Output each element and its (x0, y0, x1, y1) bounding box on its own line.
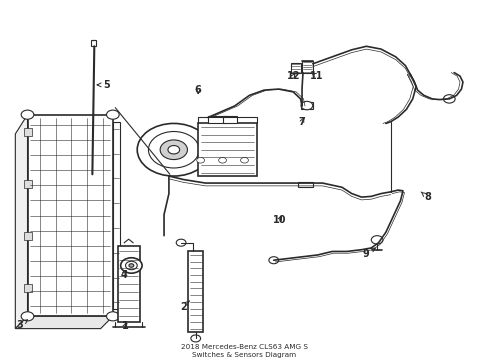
Text: 8: 8 (420, 192, 430, 202)
Circle shape (196, 157, 204, 163)
Circle shape (121, 258, 142, 273)
Text: 4: 4 (120, 270, 127, 280)
Circle shape (129, 264, 134, 267)
Text: 12: 12 (286, 71, 300, 81)
Bar (222, 116, 237, 123)
Text: 2018 Mercedes-Benz CLS63 AMG S
Switches & Sensors Diagram: 2018 Mercedes-Benz CLS63 AMG S Switches … (181, 344, 307, 358)
Circle shape (160, 140, 187, 159)
Circle shape (106, 312, 119, 321)
Circle shape (125, 261, 137, 270)
Bar (207, 116, 227, 123)
Circle shape (443, 95, 454, 103)
Bar (300, 102, 312, 109)
Circle shape (137, 123, 210, 176)
Circle shape (240, 157, 248, 163)
Text: 11: 11 (309, 71, 323, 81)
Text: 2: 2 (180, 301, 189, 311)
Polygon shape (15, 115, 27, 329)
Text: 9: 9 (361, 248, 374, 259)
Bar (23, 180, 32, 188)
Bar (113, 122, 120, 309)
Bar (118, 246, 140, 321)
Circle shape (106, 110, 119, 119)
Text: 5: 5 (97, 80, 110, 90)
Text: 1: 1 (122, 321, 128, 331)
Circle shape (370, 236, 382, 244)
Bar (23, 128, 32, 136)
Polygon shape (15, 316, 113, 329)
Circle shape (21, 312, 34, 321)
Bar (188, 251, 203, 332)
Circle shape (190, 335, 200, 342)
Bar (290, 63, 300, 73)
Bar (23, 232, 32, 240)
Text: 7: 7 (298, 117, 305, 127)
Bar (298, 182, 312, 187)
Circle shape (301, 102, 312, 110)
Bar (23, 284, 32, 292)
Bar (302, 61, 312, 73)
Circle shape (176, 239, 185, 246)
Text: 6: 6 (194, 85, 201, 95)
Circle shape (148, 131, 199, 168)
Circle shape (167, 145, 179, 154)
Circle shape (268, 257, 278, 264)
Bar (27, 115, 113, 316)
Circle shape (218, 157, 226, 163)
Bar (198, 123, 256, 176)
Text: 10: 10 (272, 215, 286, 225)
Text: 3: 3 (17, 320, 27, 330)
Circle shape (21, 110, 34, 119)
Bar (91, 40, 96, 46)
